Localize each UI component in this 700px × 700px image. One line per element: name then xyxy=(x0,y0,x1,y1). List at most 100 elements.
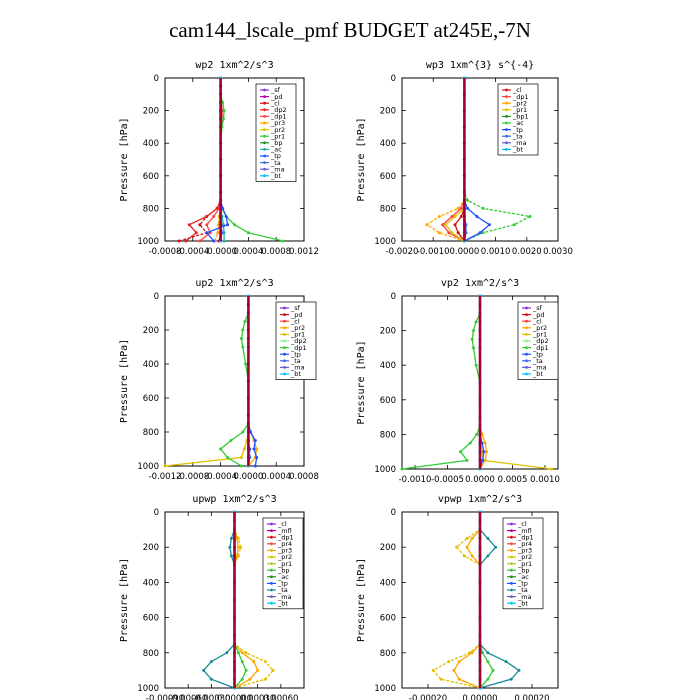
y-tick-label: 0 xyxy=(391,292,396,302)
legend-entry: _bp xyxy=(270,139,283,147)
data-point xyxy=(236,554,240,558)
x-tick-label: 0.00000 xyxy=(462,694,497,700)
y-tick-label: 600 xyxy=(143,394,159,404)
legend-marker xyxy=(263,167,266,171)
x-tick-label: 0.00060 xyxy=(263,694,298,700)
legend-entry: _ac xyxy=(512,119,524,127)
y-axis-label: Pressure [hPa] xyxy=(119,339,130,423)
legend-entry: _ma xyxy=(270,165,285,173)
legend-marker xyxy=(283,359,286,363)
data-point xyxy=(466,206,469,210)
legend-entry: _pr2 xyxy=(290,324,305,332)
y-axis-label: Pressure [hPa] xyxy=(119,558,130,642)
data-point xyxy=(453,215,457,218)
legend-entry: _pr1 xyxy=(532,331,547,339)
data-point xyxy=(244,362,248,366)
legend-marker xyxy=(270,588,273,592)
data-point xyxy=(504,660,508,664)
data-point xyxy=(205,231,209,235)
data-point xyxy=(475,432,479,436)
data-point xyxy=(482,450,486,454)
legend-marker xyxy=(283,319,286,323)
y-tick-label: 800 xyxy=(380,649,396,659)
data-point xyxy=(465,536,469,540)
data-point xyxy=(481,651,485,655)
data-point xyxy=(447,231,451,235)
data-point xyxy=(244,668,248,672)
legend-entry: _ta xyxy=(270,159,281,167)
legend-marker xyxy=(505,141,508,145)
data-point xyxy=(239,464,243,468)
legend-entry: _bp1 xyxy=(512,113,529,121)
data-point xyxy=(221,101,225,104)
legend-entry: _sf xyxy=(270,86,281,94)
legend-entry: _pr2 xyxy=(512,99,527,107)
subplot-title: wp3 1xm^{3} s^{-4} xyxy=(426,60,534,71)
x-tick-label: 0.0008 xyxy=(261,247,291,257)
legend-marker xyxy=(263,148,266,151)
legend-marker xyxy=(263,121,266,125)
x-tick-label: -0.00030 xyxy=(192,694,230,700)
data-point xyxy=(209,677,213,681)
legend-entry: _bp xyxy=(517,566,530,574)
data-point xyxy=(253,464,257,468)
legend-entry: _ma xyxy=(290,364,305,372)
legend-entry: _pr2 xyxy=(532,324,547,332)
legend-marker xyxy=(505,101,508,105)
data-point xyxy=(281,239,285,243)
legend-marker xyxy=(263,161,266,165)
legend-entry: _pr3 xyxy=(517,547,532,555)
subplot-2: wp3 1xm^{3} s^{-4} Pressure [hPa] 0 200 400 6… xyxy=(356,60,573,257)
series-line-dp2 xyxy=(185,78,223,242)
data-point xyxy=(481,231,485,235)
legend-marker xyxy=(263,154,266,158)
x-tick-label: 0.0010 xyxy=(481,247,511,257)
legend-marker xyxy=(505,148,508,151)
data-point xyxy=(453,223,457,227)
y-tick-label: 1000 xyxy=(374,684,396,694)
subplot-title: up2 1xm^2/s^3 xyxy=(195,278,273,289)
legend-entry: _tp xyxy=(512,126,523,134)
legend-entry: _ma xyxy=(517,593,532,601)
legend-entry: _dp2 xyxy=(270,106,287,114)
x-tick-label: 0.0004 xyxy=(234,247,264,257)
legend-entry: _pr1 xyxy=(512,106,527,114)
x-tick-label: 0.0030 xyxy=(543,247,573,257)
data-point xyxy=(252,660,256,664)
y-tick-label: 1000 xyxy=(374,465,396,475)
x-tick-label: 0.0000 xyxy=(450,247,480,257)
data-point xyxy=(240,651,244,655)
legend-entry: _cl xyxy=(290,317,300,325)
data-point xyxy=(468,651,472,655)
data-point xyxy=(494,545,498,549)
y-tick-label: 800 xyxy=(380,204,396,214)
y-tick-label: 0 xyxy=(391,508,396,518)
legend-entry: _ta xyxy=(277,586,288,594)
y-tick-label: 200 xyxy=(380,327,396,337)
legend-entry: _ma xyxy=(512,139,527,147)
x-tick-label: -0.0004 xyxy=(176,247,209,257)
x-tick-label: 0.0000 xyxy=(234,472,264,482)
x-tick-label: -0.0010 xyxy=(399,475,432,485)
legend-entry: _bt xyxy=(512,146,523,154)
data-point xyxy=(209,660,213,664)
legend-marker xyxy=(510,601,513,605)
legend-entry: _cl xyxy=(532,317,542,325)
legend-marker xyxy=(270,555,273,559)
legend-marker xyxy=(510,575,513,579)
data-point xyxy=(491,668,495,672)
data-point xyxy=(222,231,226,235)
data-point xyxy=(459,206,463,210)
data-point xyxy=(198,223,202,227)
data-point xyxy=(465,458,469,462)
legend-entry: _ac xyxy=(517,573,529,581)
y-tick-label: 800 xyxy=(380,430,396,440)
data-point xyxy=(243,320,247,323)
x-tick-label: 0.00000 xyxy=(217,694,252,700)
y-tick-label: 600 xyxy=(143,172,159,182)
data-point xyxy=(472,346,475,350)
legend-entry: _dp1 xyxy=(517,533,534,541)
legend-entry: _bt xyxy=(270,172,281,180)
legend-marker xyxy=(505,108,508,112)
legend-entry: _ta xyxy=(517,586,528,594)
